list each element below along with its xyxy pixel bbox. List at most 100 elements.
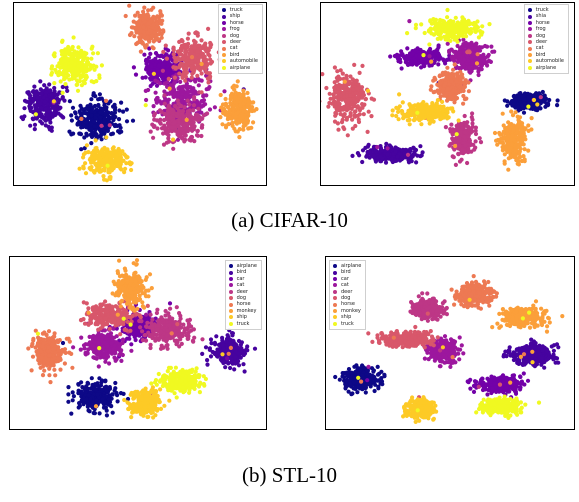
point — [94, 161, 100, 166]
point — [455, 43, 460, 49]
cluster-bird — [342, 59, 534, 172]
point — [39, 106, 44, 111]
point — [345, 100, 351, 105]
point — [451, 67, 456, 72]
point — [114, 153, 119, 158]
point — [195, 66, 201, 71]
point — [250, 105, 255, 110]
point — [434, 51, 439, 56]
point — [518, 154, 523, 160]
point — [191, 91, 196, 97]
point — [207, 85, 212, 90]
point — [476, 72, 481, 78]
point — [197, 102, 202, 107]
point — [547, 97, 552, 103]
point — [183, 93, 189, 98]
point — [462, 130, 467, 135]
point — [357, 108, 362, 113]
point — [460, 72, 465, 77]
legend-label: airplane — [229, 64, 251, 71]
point — [82, 69, 87, 74]
legend-label: automobile — [229, 58, 258, 65]
point — [97, 157, 102, 163]
point — [147, 46, 152, 51]
point — [464, 96, 469, 101]
point — [497, 130, 502, 136]
point — [102, 103, 107, 108]
point — [366, 142, 371, 147]
point — [235, 129, 240, 134]
point — [52, 85, 57, 91]
point — [186, 31, 191, 36]
point — [171, 45, 176, 50]
point — [449, 122, 454, 127]
point — [181, 114, 186, 119]
point — [161, 49, 166, 55]
legend-marker — [221, 53, 226, 58]
point — [196, 106, 201, 111]
point — [89, 165, 94, 170]
point — [405, 62, 411, 67]
point — [506, 142, 511, 147]
point — [473, 128, 478, 133]
point — [182, 139, 187, 144]
legend-item: automobile — [221, 58, 258, 65]
point — [342, 79, 347, 84]
point — [71, 35, 76, 40]
point — [177, 71, 182, 76]
point — [82, 50, 87, 55]
point — [409, 59, 414, 64]
point — [176, 86, 181, 91]
point — [456, 118, 461, 123]
point — [223, 96, 228, 102]
point — [78, 54, 83, 60]
point — [470, 121, 475, 126]
point — [506, 145, 511, 150]
point — [501, 129, 506, 134]
point — [394, 113, 399, 119]
legend-marker — [221, 33, 226, 38]
point — [98, 169, 103, 174]
point — [519, 103, 524, 108]
point — [532, 93, 537, 98]
point — [538, 106, 543, 111]
point — [235, 96, 241, 101]
point — [523, 137, 528, 142]
point — [241, 109, 246, 114]
point — [339, 84, 344, 89]
cluster-ship — [19, 15, 246, 133]
point — [396, 117, 401, 122]
point — [161, 61, 166, 66]
point — [432, 89, 437, 94]
legend-label: cat — [229, 45, 238, 52]
point — [51, 99, 57, 104]
point — [146, 70, 151, 75]
point — [43, 123, 48, 128]
point — [180, 87, 185, 92]
point — [470, 117, 475, 122]
point — [42, 83, 47, 88]
point — [440, 71, 445, 76]
point — [177, 134, 182, 139]
point — [241, 88, 246, 93]
point — [108, 176, 113, 181]
point — [123, 166, 128, 171]
point — [41, 95, 46, 100]
point — [201, 58, 206, 64]
point — [468, 143, 473, 148]
point — [191, 108, 196, 113]
point — [159, 53, 164, 58]
point — [445, 65, 450, 70]
point — [462, 49, 467, 55]
point — [189, 75, 194, 80]
point — [59, 49, 64, 54]
point — [415, 153, 420, 158]
point — [184, 70, 189, 75]
point — [438, 55, 443, 61]
point — [486, 52, 491, 58]
point — [167, 86, 172, 91]
point — [149, 74, 154, 79]
point — [363, 97, 368, 102]
tsne-plot-cifar-right: truck shia horse frog dog deer cat bird automobi… — [320, 2, 575, 186]
point — [399, 148, 405, 153]
